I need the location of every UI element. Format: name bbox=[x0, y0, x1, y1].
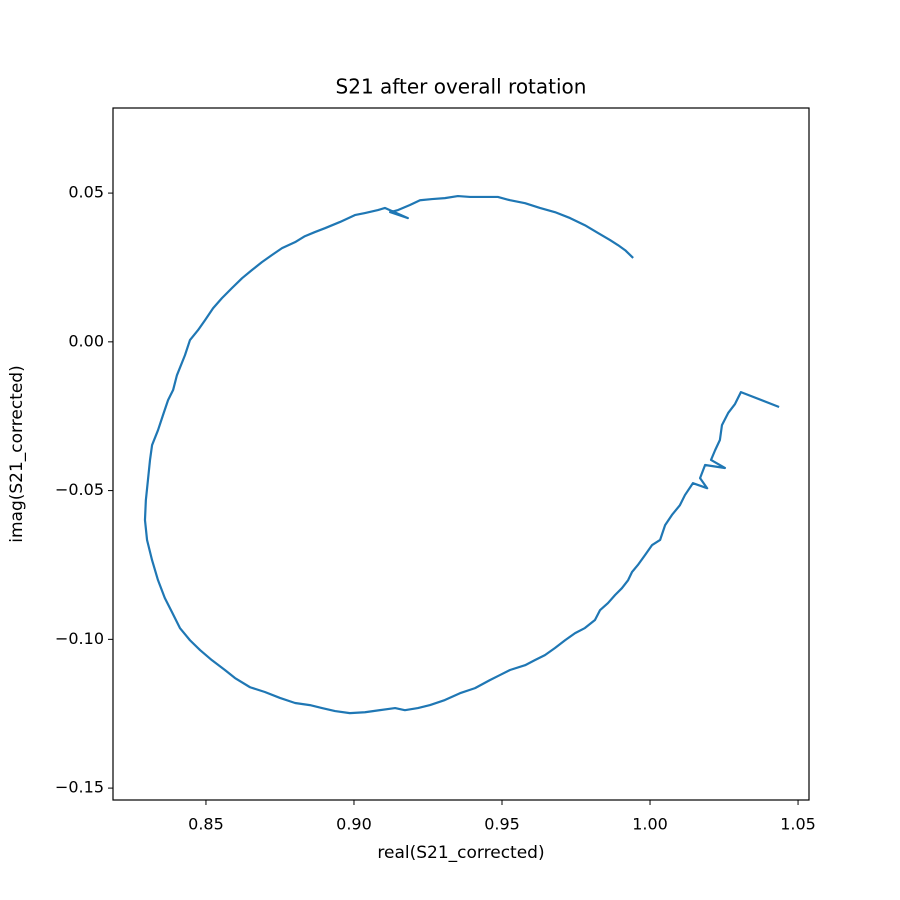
x-tick-label: 1.00 bbox=[632, 815, 668, 834]
plot-frame bbox=[112, 107, 810, 801]
y-tick-label: −0.15 bbox=[55, 778, 104, 797]
x-axis-label: real(S21_corrected) bbox=[377, 843, 544, 863]
data-line bbox=[143, 194, 780, 715]
y-axis-label: imag(S21_corrected) bbox=[7, 365, 27, 542]
y-tick-label: 0.05 bbox=[68, 183, 104, 202]
y-tick-label: −0.05 bbox=[55, 480, 104, 499]
chart-title: S21 after overall rotation bbox=[336, 75, 587, 99]
y-tick-label: −0.10 bbox=[55, 629, 104, 648]
x-tick-label: 0.85 bbox=[188, 815, 224, 834]
x-tick-label: 0.90 bbox=[336, 815, 372, 834]
y-tick-label: 0.00 bbox=[68, 331, 104, 350]
x-tick-label: 0.95 bbox=[484, 815, 520, 834]
x-tick-label: 1.05 bbox=[780, 815, 816, 834]
